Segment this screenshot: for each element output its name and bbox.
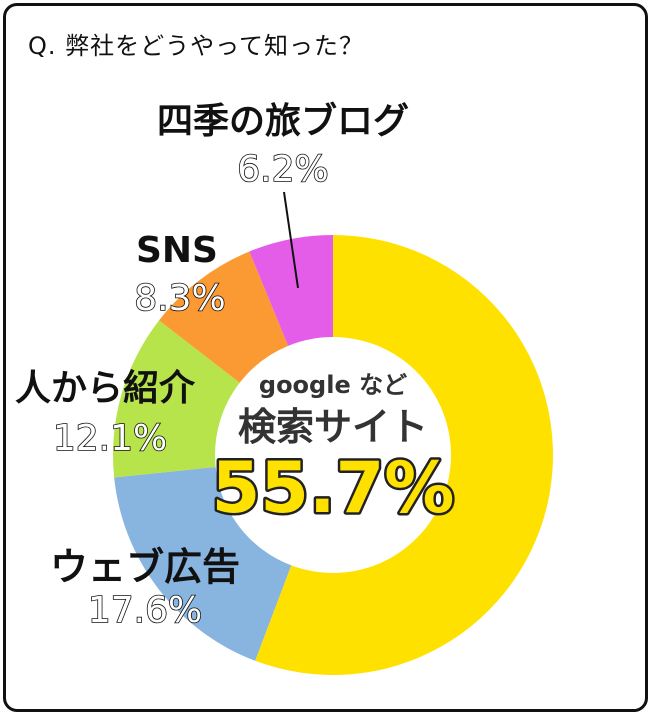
slice-web-ad [114,467,292,661]
leader-line-travel-blog [283,191,299,289]
leader-lines [283,191,299,289]
center-line2: 検索サイト [238,405,428,449]
center-line1: google など [259,371,407,399]
value-referral: 12.1% [53,418,167,459]
slices-group [113,235,553,675]
label-referral: 人から紹介 [15,368,196,409]
question-title: Q. 弊社をどうやって知った？ [28,32,364,60]
label-travel-blog: 四季の旅ブログ [157,100,409,142]
value-travel-blog: 6.2% [237,149,328,190]
label-web-ad: ウェブ広告 [50,545,240,589]
slice-travel-blog [249,235,333,346]
slice-sns [159,251,289,383]
value-web-ad: 17.6% [88,590,202,631]
center-percentage: 55.7% [212,447,455,529]
slice-search-site [255,235,553,675]
value-sns: 8.3% [134,278,225,319]
label-sns: SNS [136,230,218,271]
slice-referral [113,320,240,478]
